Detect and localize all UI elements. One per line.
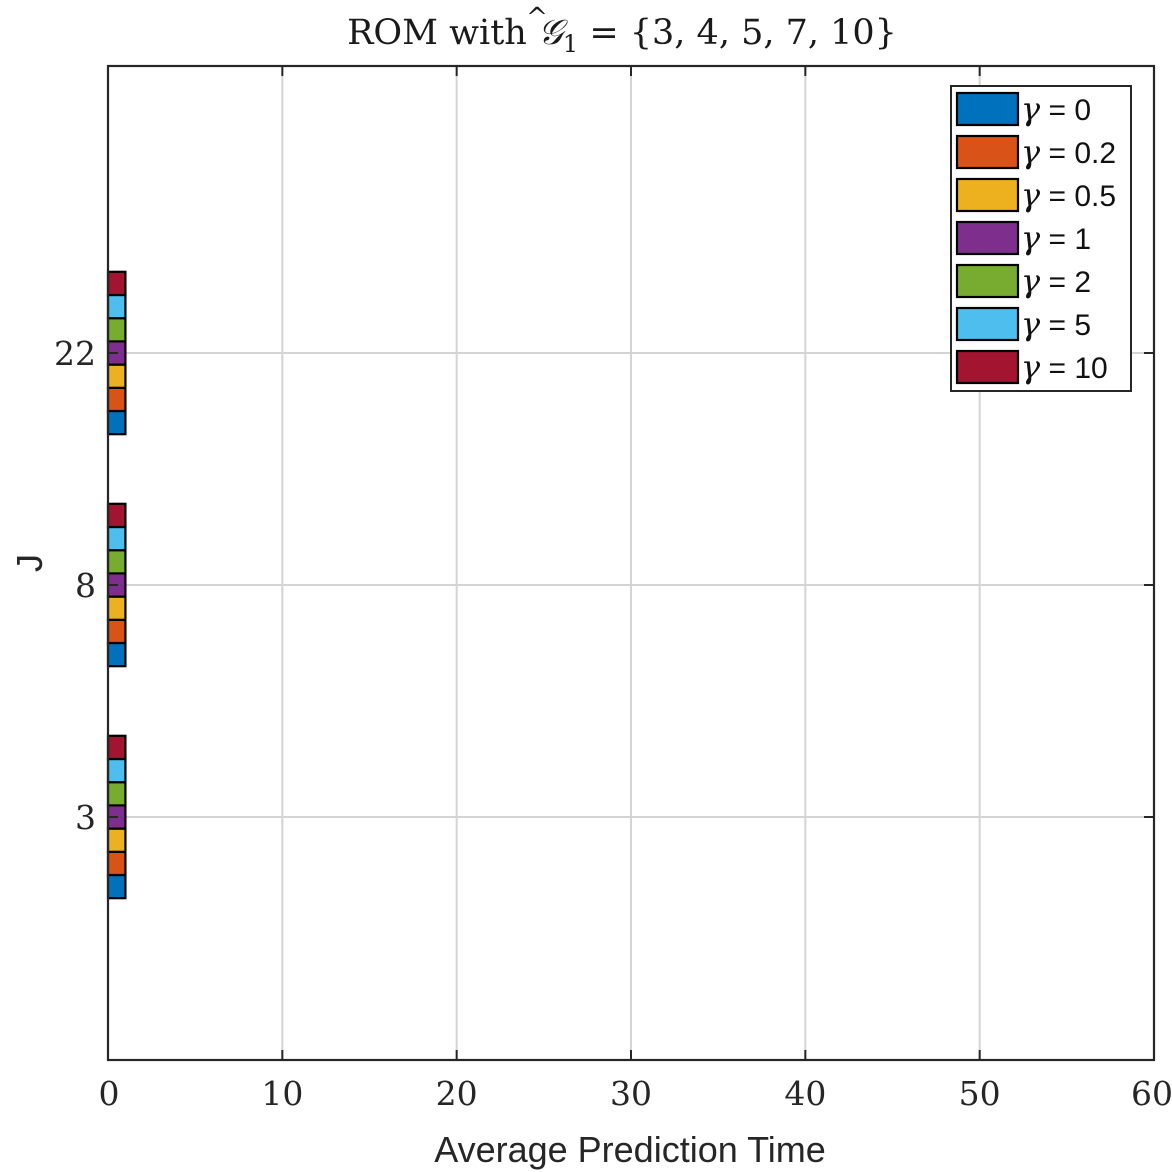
x-tick-label: 40 (784, 1074, 826, 1113)
legend-label: γ = 1 (1021, 219, 1091, 257)
legend-swatch (955, 306, 1020, 342)
bar (106, 363, 127, 389)
bar (106, 734, 127, 761)
x-tick-label: 30 (610, 1074, 652, 1113)
bar (106, 827, 127, 853)
title-suffix: = {3, 4, 5, 7, 10} (578, 13, 897, 53)
legend-swatch (955, 177, 1020, 213)
y-axis-label: J (9, 554, 50, 572)
bar (106, 757, 127, 784)
bar (106, 502, 127, 529)
bar (106, 781, 127, 807)
x-tick-label: 50 (959, 1074, 1001, 1113)
legend-label: γ = 10 (1021, 348, 1108, 386)
bar (106, 618, 127, 645)
legend-swatch (955, 134, 1020, 170)
y-tick-label: 8 (75, 566, 96, 605)
legend-label: γ = 0 (1021, 90, 1091, 128)
title-hat: ^ (526, 3, 548, 33)
y-tick-label: 22 (54, 334, 96, 373)
title-subscript: 1 (563, 30, 578, 58)
legend-label: γ = 5 (1021, 305, 1091, 343)
bar (106, 850, 127, 877)
bar (106, 873, 127, 900)
legend-swatch (955, 220, 1020, 256)
chart-title: ROM with 𝒢1 = {3, 4, 5, 7, 10} (347, 13, 897, 58)
bar (106, 293, 127, 320)
legend-swatch (955, 349, 1020, 385)
legend-label: γ = 0.5 (1021, 176, 1116, 214)
legend-label: γ = 2 (1021, 262, 1091, 300)
bar (106, 409, 127, 436)
legend-swatch (955, 91, 1020, 127)
x-tick-label: 60 (1131, 1074, 1172, 1113)
bar (106, 317, 127, 343)
legend-label: γ = 0.2 (1021, 133, 1116, 171)
bar (106, 386, 127, 413)
bar (106, 270, 127, 297)
y-tick-label: 3 (75, 798, 96, 837)
x-tick-label: 20 (436, 1074, 478, 1113)
bar (106, 549, 127, 575)
bars (106, 270, 127, 900)
bar (106, 525, 127, 552)
legend: γ = 0 γ = 0.2 γ = 0.5 γ = 1 γ = 2 γ = 5 γ = 10 (950, 85, 1132, 392)
bar (106, 595, 127, 621)
x-tick-label: 0 (99, 1074, 120, 1113)
legend-swatch (955, 263, 1020, 299)
bar (106, 641, 127, 668)
x-axis-label: Average Prediction Time (434, 1129, 826, 1170)
ticks: 0 10 20 30 40 50 60 3 8 22 (54, 66, 1172, 1113)
x-tick-label: 10 (261, 1074, 303, 1113)
